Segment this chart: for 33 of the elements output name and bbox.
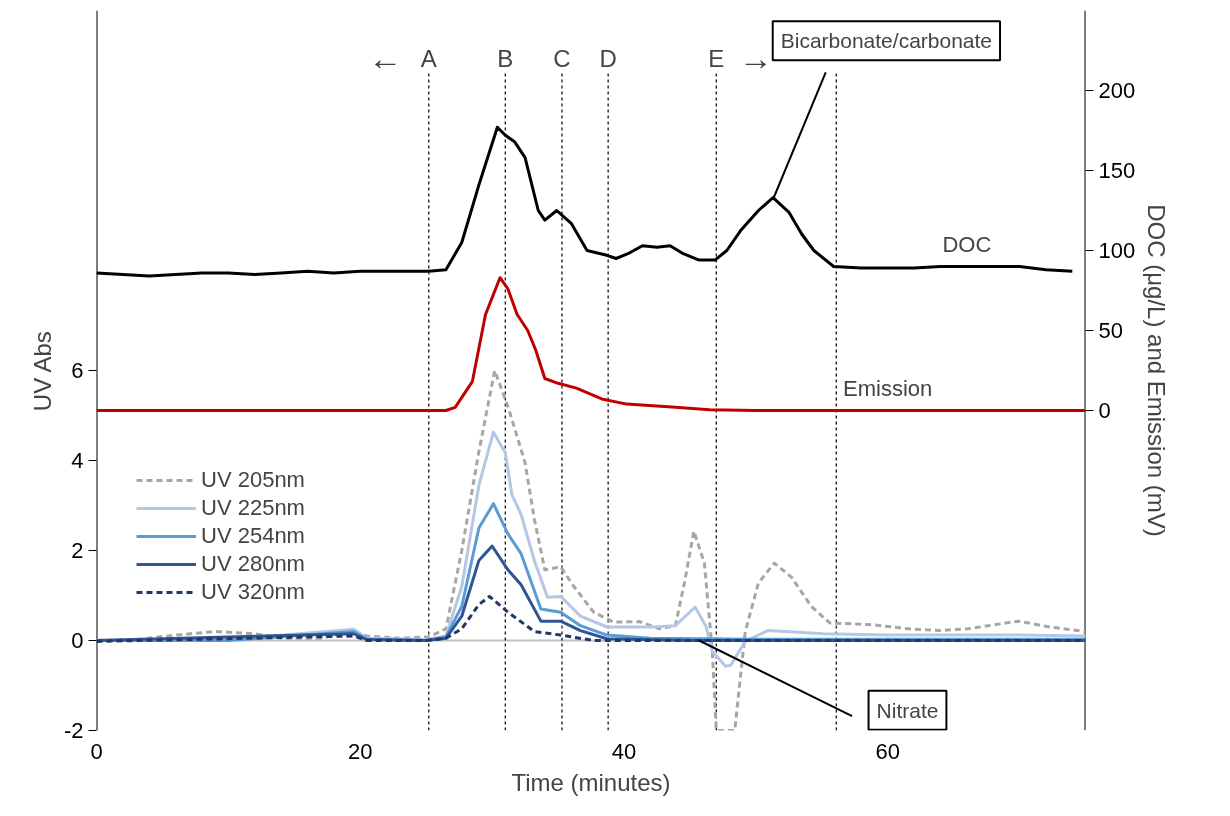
x-tick-label: 40: [611, 738, 637, 764]
y-tick-label: 6: [71, 358, 84, 383]
y-tick-label: 2: [71, 538, 84, 563]
y2-tick-label: 50: [1098, 318, 1123, 343]
annotation: Nitrate: [876, 698, 939, 722]
y-axis-title: UV Abs: [28, 331, 56, 412]
annotation: Bicarbonate/carbonate: [780, 29, 993, 53]
x-tick-label: 0: [90, 738, 103, 764]
ref-line-label: D: [599, 44, 617, 72]
annotation: →: [738, 39, 773, 78]
legend-label: UV 280nm: [201, 551, 305, 577]
y2-tick-label: 150: [1098, 158, 1136, 183]
y-tick-label: -2: [63, 718, 84, 743]
y2-axis-title: DOC (μg/L) and Emission (mV): [1143, 204, 1171, 537]
ref-line-label: A: [420, 44, 437, 72]
x-tick-label: 20: [348, 738, 373, 764]
legend-label: UV 225nm: [201, 495, 305, 521]
x-tick-label: 60: [875, 738, 900, 764]
series-label: Emission: [843, 375, 933, 401]
ref-line-label: E: [708, 44, 725, 72]
y-tick-label: 4: [71, 448, 84, 473]
ref-line-label: C: [553, 44, 571, 72]
y2-tick-label: 200: [1098, 78, 1136, 103]
annotation: ←: [368, 39, 403, 78]
x-axis-title: Time (minutes): [511, 768, 671, 796]
y-tick-label: 0: [71, 628, 84, 653]
series-label: DOC: [942, 231, 992, 257]
y2-tick-label: 100: [1098, 238, 1136, 263]
legend-label: UV 205nm: [201, 467, 305, 493]
y2-tick-label: 0: [1098, 398, 1111, 423]
legend-label: UV 320nm: [201, 579, 305, 605]
ref-line-label: B: [497, 44, 514, 72]
legend-label: UV 254nm: [201, 523, 305, 549]
